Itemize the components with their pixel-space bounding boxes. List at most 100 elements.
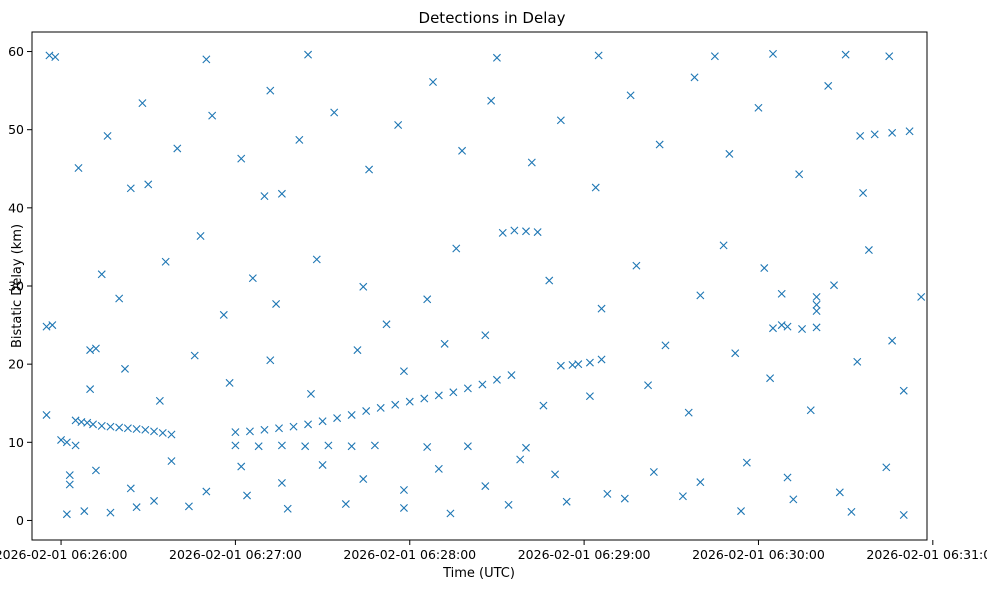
data-point [452,244,461,253]
data-point [341,500,350,509]
data-point [71,416,80,425]
data-point [167,457,176,466]
data-point [161,257,170,266]
data-point [632,261,641,270]
data-point [65,471,74,480]
data-point [89,420,98,429]
data-point [359,282,368,291]
data-point [106,422,115,431]
x-tick-label: 2026-02-01 06:30:00 [692,547,825,562]
data-point [562,497,571,506]
data-point [847,507,856,516]
x-tick-label: 2026-02-01 06:27:00 [169,547,302,562]
data-point [391,400,400,409]
data-point [126,484,135,493]
data-point [510,226,519,235]
data-point [434,464,443,473]
chart-title: Detections in Delay [419,9,566,27]
data-point [359,475,368,484]
data-point [57,435,66,444]
data-point [798,324,807,333]
data-point [492,53,501,62]
data-point [48,321,57,330]
data-point [859,189,868,197]
data-point [399,485,408,494]
data-point [719,241,728,250]
data-point [266,86,275,95]
data-point [420,394,429,403]
y-tick-label: 60 [8,44,24,59]
data-point [91,466,100,475]
data-point [498,228,507,237]
data-point [853,357,862,366]
data-point [478,380,487,389]
data-point [696,478,705,487]
data-point [245,427,254,436]
data-point [83,418,92,427]
data-point [574,360,583,369]
data-point [585,392,594,401]
data-point [306,389,315,398]
data-point [769,49,777,58]
data-point [556,116,565,125]
y-tick-label: 40 [8,200,24,215]
data-point [678,492,687,501]
data-point [394,121,403,129]
data-point [545,276,554,285]
data-point [812,323,821,332]
data-point [516,455,525,464]
data-point [190,351,199,360]
data-point [123,424,132,433]
data-point [333,414,342,423]
data-point [835,488,844,497]
data-point [347,410,356,419]
data-point [783,322,792,331]
data-point [115,423,124,432]
data-point [899,511,908,519]
y-tick-label: 30 [8,279,24,294]
data-point [141,425,150,434]
data-point [446,509,455,518]
data-point [158,428,167,437]
data-point [731,349,740,358]
data-point [481,482,490,491]
data-point [103,131,112,140]
data-point [120,364,129,373]
y-tick-label: 50 [8,122,24,137]
data-point [304,420,313,429]
data-point [184,502,193,511]
data-point [905,127,914,136]
x-tick-label: 2026-02-01 06:28:00 [343,547,476,562]
data-point [626,91,635,100]
data-point [126,184,135,193]
data-point [295,135,304,144]
data-point [382,320,391,329]
data-point [487,96,496,105]
data-point [539,401,548,410]
x-axis-label: Time (UTC) [442,566,515,581]
data-point [138,99,147,108]
data-point [742,458,751,467]
data-point [737,507,746,516]
data-point [237,154,246,163]
data-point [899,386,908,395]
data-point [231,441,240,450]
data-point [463,442,472,451]
data-point [597,355,606,364]
data-point [888,336,897,345]
data-point [449,388,458,397]
data-point [527,158,536,167]
data-point [661,341,670,350]
data-point [132,425,141,434]
data-point [144,180,153,189]
data-point [219,310,228,319]
y-tick-label: 20 [8,357,24,372]
data-point [243,491,252,500]
data-point [917,292,926,301]
data-point [42,410,51,419]
data-point [150,496,159,505]
data-point [97,421,106,430]
data-point [812,300,821,309]
data-point [260,425,269,434]
